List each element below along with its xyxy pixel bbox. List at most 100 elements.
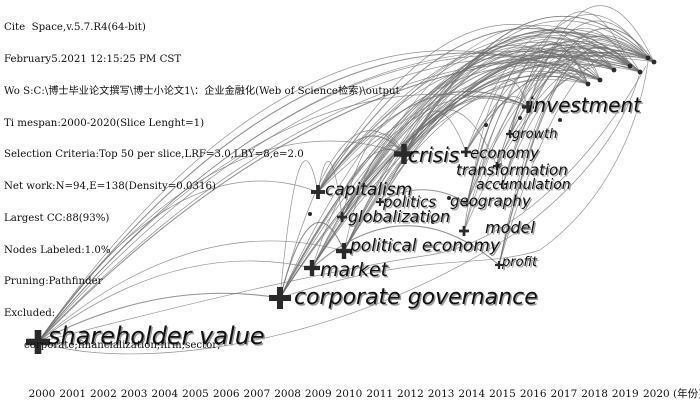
minor-node	[627, 63, 633, 69]
co-occurrence-edge	[39, 71, 641, 355]
minor-node	[585, 81, 591, 87]
co-occurrence-edge	[317, 160, 343, 218]
co-occurrence-edge	[509, 20, 649, 135]
nodes-labeled-line: Nodes Labeled:1.0%	[4, 244, 111, 256]
year-tick-label: 2003	[121, 388, 148, 400]
svg-text:shareholder value: shareholder value	[48, 322, 265, 350]
co-occurrence-edge	[317, 90, 529, 193]
svg-text:crisis: crisis	[408, 143, 459, 167]
svg-text:crisis: crisis	[409, 144, 460, 168]
selection-criteria-line: Selection Criteria:Top 50 per slice,LRF=…	[4, 149, 304, 161]
timestamp-line: February5.2021 12:15:25 PM CST	[4, 53, 182, 65]
co-occurrence-edge	[379, 50, 601, 203]
year-tick-label: 2019	[612, 388, 639, 400]
co-occurrence-edge	[39, 65, 647, 343]
co-occurrence-edge	[317, 27, 631, 193]
co-occurrence-edge	[498, 46, 631, 266]
co-occurrence-edge	[496, 64, 641, 167]
co-occurrence-edge	[311, 225, 500, 269]
timespan-line: Ti mespan:2000-2020(Slice Lenght=1)	[4, 117, 205, 129]
pruning-line: Pruning:Pathfinder	[4, 276, 103, 288]
co-occurrence-edge	[317, 31, 655, 193]
co-occurrence-edge	[37, 55, 655, 343]
year-tick-label: 2015	[489, 388, 516, 400]
term-node-economy	[461, 147, 471, 157]
svg-text:growth: growth	[512, 127, 558, 142]
co-occurrence-edge	[311, 41, 615, 269]
term-node-politics	[376, 198, 384, 206]
svg-text:geography: geography	[450, 192, 532, 210]
citespace-info-panel: Cite Space,v.5.7.R4(64-bit) February5.20…	[4, 2, 400, 362]
svg-text:transformation: transformation	[456, 161, 568, 179]
year-axis: 2000 2001 2002 2003 2004 2005 2006 2007 2008 2009…	[29, 387, 700, 400]
co-occurrence-edge	[37, 50, 589, 343]
co-occurrence-edge	[341, 31, 649, 218]
svg-text:transformation: transformation	[457, 162, 569, 180]
term-node-transformation	[493, 162, 501, 170]
minor-node	[447, 196, 451, 200]
year-tick-label: 2001	[59, 388, 86, 400]
year-tick-label: 2007	[244, 388, 271, 400]
svg-text:economy: economy	[470, 144, 540, 162]
co-occurrence-edge	[379, 15, 655, 203]
co-occurrence-edge	[465, 36, 655, 153]
term-node-profit	[495, 261, 503, 269]
year-tick-label: 2013	[428, 388, 455, 400]
year-tick-label: 2016	[520, 388, 547, 400]
svg-text:geography: geography	[451, 193, 533, 211]
co-occurrence-edge	[343, 72, 601, 252]
co-occurrence-edge	[279, 61, 649, 299]
co-occurrence-edge	[311, 149, 405, 269]
co-occurrence-edge	[37, 93, 529, 343]
co-occurrence-edge	[403, 110, 467, 155]
svg-text:shareholder value: shareholder value	[49, 323, 266, 351]
co-occurrence-edge	[37, 180, 319, 343]
excluded-label: Excluded:	[4, 308, 56, 320]
co-occurrence-edge	[527, 48, 615, 108]
svg-text:globalization: globalization	[349, 208, 451, 227]
year-tick-label: 2006	[213, 388, 240, 400]
co-occurrence-edge	[466, 96, 529, 204]
minor-node	[484, 123, 488, 127]
svg-text:politics: politics	[383, 194, 437, 212]
term-node-globalization	[337, 212, 347, 222]
co-occurrence-edge	[496, 152, 504, 185]
year-tick-label: 2008	[274, 388, 301, 400]
svg-text:globalization: globalization	[348, 207, 450, 226]
source-path-line: Wo S:C:\博士毕业论文撰写\博士小论文1\：企业金融化(Web of Sc…	[4, 85, 400, 97]
minor-node	[558, 118, 562, 122]
term-node-geography	[463, 199, 471, 207]
svg-text:investment: investment	[528, 93, 642, 117]
co-occurrence-edge	[509, 11, 631, 135]
co-occurrence-edge	[465, 69, 601, 153]
svg-text:model: model	[485, 218, 535, 237]
term-node-growth	[506, 130, 514, 138]
year-tick-label: 2009	[305, 388, 332, 400]
minor-node	[518, 116, 522, 120]
co-occurrence-edge	[37, 260, 313, 343]
year-tick-label: 2017	[551, 388, 578, 400]
co-occurrence-edge	[466, 14, 649, 204]
year-tick-label: 2002	[90, 388, 117, 400]
co-occurrence-edge	[502, 64, 615, 185]
co-occurrence-edge	[527, 40, 601, 108]
term-node-accumulation	[499, 180, 507, 188]
co-occurrence-edge	[341, 24, 631, 218]
year-tick-label: 2011	[366, 388, 393, 400]
term-node-political-economy	[336, 243, 352, 259]
svg-text:investment: investment	[529, 94, 643, 118]
svg-text:market: market	[321, 260, 391, 282]
svg-text:market: market	[320, 259, 390, 281]
software-version-line: Cite Space,v.5.7.R4(64-bit)	[4, 22, 146, 34]
network-stats-line: Net work:N=94,E=138(Density=0.0316)	[4, 181, 216, 193]
term-node-shareholder-value	[26, 330, 50, 354]
